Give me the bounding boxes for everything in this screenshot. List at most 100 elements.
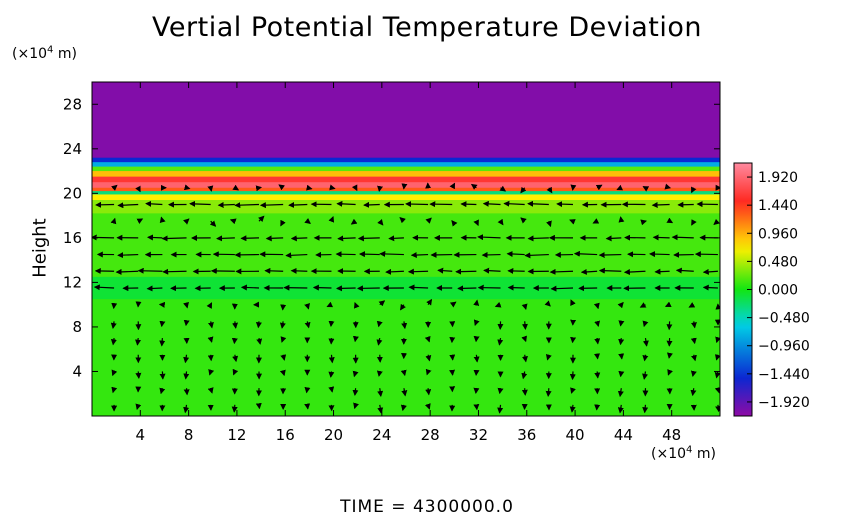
wind-vector bbox=[481, 251, 501, 258]
wind-vector bbox=[363, 201, 380, 208]
wind-vector bbox=[702, 268, 718, 275]
wind-vector bbox=[279, 369, 286, 377]
plot-frame bbox=[91, 81, 721, 417]
wind-vector bbox=[209, 220, 217, 227]
wind-vector bbox=[207, 185, 214, 192]
colorbar-tick-label: 0.480 bbox=[758, 254, 798, 270]
field-band bbox=[92, 82, 720, 159]
wind-vector bbox=[378, 300, 386, 307]
colorbar-tick-label: 0.000 bbox=[758, 283, 798, 299]
wind-vector bbox=[207, 336, 214, 343]
wind-vector bbox=[690, 337, 697, 345]
wind-vector bbox=[499, 185, 507, 192]
wind-vector bbox=[642, 337, 649, 347]
wind-vector bbox=[111, 386, 118, 394]
wind-vector bbox=[115, 268, 139, 275]
field-band bbox=[92, 276, 720, 300]
colorbar-tick-label: −0.480 bbox=[758, 311, 810, 327]
x-axis: 4 8 12 16 20 24 28 32 36 40 44 48 bbox=[136, 82, 681, 444]
wind-vector bbox=[110, 321, 117, 329]
wind-vector bbox=[623, 269, 646, 276]
x-tick-label: 28 bbox=[421, 426, 440, 444]
wind-vector bbox=[352, 370, 359, 378]
field-band bbox=[92, 191, 720, 195]
colorbar-tick-label: 1.440 bbox=[758, 198, 798, 214]
wind-vector bbox=[642, 371, 648, 380]
wind-vector bbox=[483, 267, 501, 274]
wind-vector bbox=[494, 301, 502, 308]
wind-vector bbox=[616, 184, 624, 191]
wind-vector bbox=[654, 268, 670, 275]
wind-vector bbox=[159, 320, 166, 328]
y-tick-label: 8 bbox=[72, 318, 82, 336]
wind-vector bbox=[437, 267, 453, 274]
wind-vector bbox=[400, 369, 407, 377]
wind-vector bbox=[377, 388, 384, 397]
wind-vector bbox=[207, 387, 214, 394]
wind-vector bbox=[350, 218, 358, 225]
colorbar-tick-label: 1.920 bbox=[758, 170, 798, 186]
wind-vector bbox=[666, 217, 674, 224]
wind-vector bbox=[401, 321, 408, 330]
wind-vector bbox=[377, 185, 384, 193]
y-tick-label: 28 bbox=[63, 95, 82, 113]
wind-vector bbox=[714, 386, 720, 394]
x-tick-label: 44 bbox=[614, 426, 633, 444]
wind-vector bbox=[618, 370, 625, 378]
wind-vector bbox=[135, 403, 142, 411]
wind-vector bbox=[545, 388, 552, 397]
wind-vector bbox=[326, 301, 334, 308]
wind-vector bbox=[595, 184, 603, 191]
wind-vector bbox=[183, 184, 191, 191]
wind-vector bbox=[594, 371, 601, 379]
wind-vector bbox=[259, 202, 284, 209]
wind-vector bbox=[639, 302, 647, 308]
wind-vector bbox=[473, 387, 480, 394]
wind-vector bbox=[232, 184, 240, 191]
wind-vector bbox=[473, 219, 479, 227]
wind-vector bbox=[425, 388, 432, 396]
field-band bbox=[92, 200, 720, 214]
wind-vector bbox=[304, 386, 311, 394]
wind-vector bbox=[290, 235, 308, 242]
wind-vector bbox=[649, 251, 670, 258]
wind-vector bbox=[605, 235, 622, 242]
wind-vector bbox=[455, 268, 477, 275]
wind-vector bbox=[497, 337, 504, 346]
field-band bbox=[92, 162, 720, 168]
wind-vector bbox=[546, 186, 553, 194]
wind-vector bbox=[570, 387, 576, 394]
wind-vector bbox=[482, 200, 501, 207]
wind-vector bbox=[353, 402, 359, 410]
field-band bbox=[92, 187, 720, 192]
wind-vector bbox=[137, 267, 163, 274]
wind-vector bbox=[110, 337, 117, 346]
wind-vector bbox=[401, 388, 408, 397]
wind-vector bbox=[506, 250, 525, 257]
wind-vector bbox=[594, 320, 601, 328]
wind-vector bbox=[497, 218, 504, 226]
wind-vector bbox=[521, 321, 528, 330]
wind-vector bbox=[470, 183, 478, 190]
wind-vector bbox=[671, 234, 694, 241]
wind-vector bbox=[664, 301, 672, 308]
wind-vector bbox=[279, 321, 286, 329]
wind-vector bbox=[675, 267, 694, 274]
wind-vector bbox=[111, 184, 118, 191]
wind-vector bbox=[477, 234, 501, 241]
wind-vector bbox=[111, 369, 118, 377]
wind-vector bbox=[117, 202, 139, 209]
wind-vector bbox=[524, 252, 549, 259]
wind-vector bbox=[159, 216, 166, 224]
wind-vector bbox=[135, 185, 141, 193]
wind-vector bbox=[593, 302, 600, 310]
wind-vector bbox=[642, 186, 650, 192]
wind-vector bbox=[183, 404, 190, 414]
wind-vector bbox=[352, 388, 359, 396]
wind-vector bbox=[690, 321, 697, 329]
wind-vector bbox=[405, 201, 429, 208]
wind-vector bbox=[159, 338, 166, 347]
wind-vector bbox=[183, 371, 190, 380]
wind-vector bbox=[400, 303, 406, 311]
wind-vector bbox=[688, 302, 696, 308]
